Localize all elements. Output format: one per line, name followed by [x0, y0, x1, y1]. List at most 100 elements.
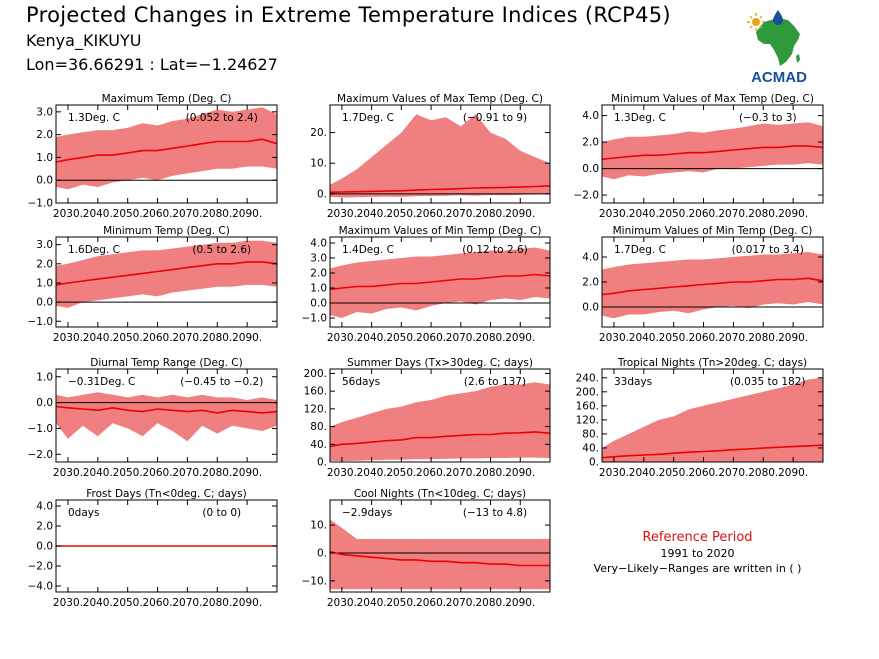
water-drop-icon [773, 10, 783, 25]
x-tick-label: 2080. [748, 208, 778, 220]
x-tick-label: 2080. [748, 332, 778, 344]
x-tick-label: 2080. [202, 597, 232, 609]
y-tick-label: 2.0 [582, 277, 599, 289]
x-tick-label: 2050. [386, 208, 416, 220]
x-tick-label: 2040. [83, 597, 113, 609]
x-tick-label: 2070. [172, 208, 202, 220]
likely-range-label: (−0.91 to 9) [463, 112, 527, 124]
likely-range-label: (−13 to 4.8) [463, 507, 527, 519]
plot-frame [329, 499, 551, 593]
x-tick-label: 2040. [629, 332, 659, 344]
x-tick-label: 2030. [53, 597, 83, 609]
x-tick-label: 2090. [778, 467, 808, 479]
median-line [329, 431, 551, 448]
x-tick-label: 2050. [113, 467, 143, 479]
likely-range-label: (0.5 to 2.6) [192, 244, 251, 256]
median-line [329, 550, 550, 567]
x-tick-label: 2090. [232, 467, 262, 479]
x-tick-label: 2070. [718, 332, 748, 344]
sun-icon [747, 13, 765, 31]
y-tick-label: 160. [576, 400, 599, 412]
median-line [601, 277, 824, 296]
plot-frame [329, 104, 551, 204]
chart-title: Minimum Values of Min Temp (Deg. C) [613, 225, 813, 237]
x-tick-label: 2040. [357, 208, 387, 220]
x-tick-label: 2040. [357, 597, 387, 609]
y-tick-label: 2.0 [582, 137, 599, 149]
x-tick-label: 2070. [446, 467, 476, 479]
y-tick-label: 20. [310, 127, 327, 139]
y-tick-label: 120. [576, 414, 599, 426]
change-value-label: 0days [68, 507, 99, 519]
chart-title: Maximum Values of Min Temp (Deg. C) [339, 225, 542, 237]
likely-range-band [602, 252, 823, 319]
y-tick-label: 40. [582, 442, 599, 454]
likely-range-band [56, 240, 277, 308]
likely-range-label: (−0.3 to 3) [739, 112, 797, 124]
x-tick-label: 2060. [143, 332, 173, 344]
chart-title: Cool Nights (Tn<10deg. C; days) [354, 488, 526, 500]
x-tick-label: 2090. [505, 208, 535, 220]
chart-title: Diurnal Temp Range (Deg. C) [90, 357, 242, 369]
y-tick-label: −1.0 [28, 198, 54, 210]
chart-title: Minimum Temp (Deg. C) [103, 225, 230, 237]
plot-frame [55, 236, 278, 328]
change-value-label: 1.6Deg. C [68, 244, 120, 256]
x-tick-label: 2070. [446, 597, 476, 609]
likely-range-band [602, 377, 823, 462]
x-tick-label: 2040. [629, 467, 659, 479]
x-tick-label: 2030. [599, 208, 629, 220]
x-tick-label: 2030. [327, 332, 357, 344]
x-tick-label: 2050. [386, 597, 416, 609]
x-tick-label: 2030. [53, 467, 83, 479]
y-tick-label: −1.0 [28, 316, 54, 328]
x-tick-label: 2090. [505, 332, 535, 344]
change-value-label: 33days [614, 376, 652, 388]
y-tick-label: 1.0 [36, 371, 53, 383]
x-tick-label: 2090. [232, 208, 262, 220]
x-tick-label: 2060. [416, 597, 446, 609]
acmad-logo: ACMAD [747, 10, 807, 86]
x-tick-label: 2060. [416, 208, 446, 220]
x-tick-label: 2050. [659, 467, 689, 479]
change-value-label: 56days [342, 376, 380, 388]
reference-period-note: Very−Likely−Ranges are written in ( ) [593, 562, 802, 575]
likely-range-band [330, 382, 550, 462]
chart-title: Tropical Nights (Tn>20deg. C; days) [617, 357, 807, 369]
x-tick-label: 2060. [689, 467, 719, 479]
change-value-label: 1.7Deg. C [614, 244, 666, 256]
y-tick-label: 2.0 [36, 258, 53, 270]
x-tick-label: 2080. [476, 208, 506, 220]
x-tick-label: 2070. [718, 208, 748, 220]
y-tick-label: 0.0 [36, 297, 53, 309]
y-tick-label: 4.0 [36, 501, 53, 513]
y-tick-label: 10. [310, 158, 327, 170]
y-tick-label: −1.0 [302, 313, 328, 325]
x-tick-label: 2040. [357, 332, 387, 344]
x-tick-label: 2040. [83, 332, 113, 344]
change-value-label: 1.3Deg. C [614, 112, 666, 124]
y-tick-label: 10. [310, 520, 327, 532]
x-tick-label: 2070. [172, 332, 202, 344]
x-tick-label: 2090. [232, 332, 262, 344]
y-tick-label: 4.0 [582, 110, 599, 122]
median-line [601, 444, 824, 459]
x-tick-label: 2080. [748, 467, 778, 479]
x-tick-label: 2070. [446, 208, 476, 220]
y-tick-label: −10. [302, 575, 328, 587]
likely-range-label: (2.6 to 137) [464, 376, 526, 388]
y-tick-label: 1.0 [310, 283, 327, 295]
plot-frame [55, 368, 278, 463]
median-line [55, 261, 278, 286]
likely-range-label: (0 to 0) [202, 507, 241, 519]
x-tick-label: 2030. [599, 332, 629, 344]
y-tick-label: 0. [317, 188, 327, 200]
plot-frame [329, 368, 551, 463]
x-tick-label: 2070. [172, 597, 202, 609]
location-coordinates: Lon=36.66291 : Lat=−1.24627 [26, 55, 278, 74]
change-value-label: −0.31Deg. C [68, 376, 135, 388]
likely-range-label: (0.12 to 2.6) [462, 244, 528, 256]
y-tick-label: 2.0 [36, 129, 53, 141]
x-tick-label: 2090. [778, 208, 808, 220]
